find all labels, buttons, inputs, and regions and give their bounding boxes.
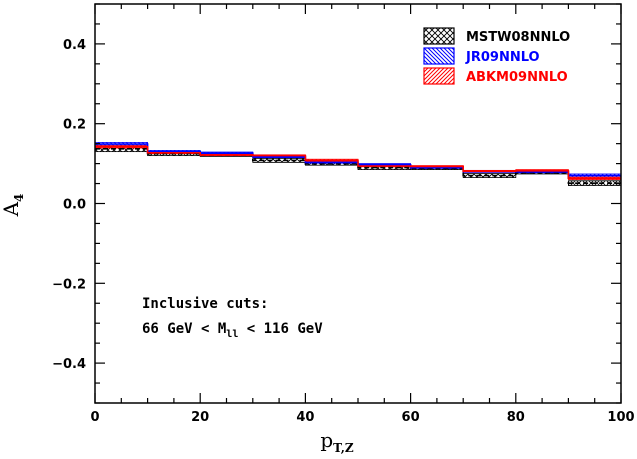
y-tick-label: −0.2 — [52, 277, 86, 292]
plot-frame — [94, 3, 622, 404]
legend-entry-mstw08nnlo: MSTW08NNLO — [423, 27, 570, 45]
legend-swatch — [423, 67, 455, 85]
x-tick-label: 20 — [191, 410, 209, 425]
annotation-line-1: Inclusive cuts: — [142, 296, 268, 312]
legend-swatch — [423, 47, 455, 65]
legend-entry-abkm09nnlo: ABKM09NNLO — [423, 67, 568, 85]
x-tick-label: 80 — [507, 410, 525, 425]
line-abkm09nnlo — [95, 146, 621, 180]
x-tick-label: 60 — [402, 410, 420, 425]
legend: MSTW08NNLO JR09NNLO ABKM09NNLO — [423, 27, 570, 85]
legend-label: ABKM09NNLO — [466, 70, 568, 85]
annotation: Inclusive cuts: 66 GeV < Mll < 116 GeV — [142, 296, 323, 340]
x-axis-title: pT,Z — [320, 428, 354, 455]
line-mstw08nnlo — [95, 148, 621, 184]
axis-ticks — [94, 3, 622, 404]
x-tick-label: 0 — [90, 410, 99, 425]
y-tick-labels: −0.4 −0.2 0.0 0.2 0.4 — [52, 38, 86, 372]
x-tick-label: 100 — [607, 410, 634, 425]
y-tick-label: 0.0 — [63, 198, 86, 213]
legend-entry-jr09nnlo: JR09NNLO — [423, 47, 540, 65]
y-tick-label: 0.2 — [63, 118, 86, 133]
legend-label: MSTW08NNLO — [466, 30, 570, 45]
y-axis-title: A4 — [0, 194, 26, 218]
legend-label: JR09NNLO — [465, 50, 540, 65]
annotation-line-2: 66 GeV < Mll < 116 GeV — [142, 321, 323, 340]
y-tick-label: 0.4 — [63, 38, 86, 53]
x-tick-labels: 0 20 40 60 80 100 — [90, 410, 634, 425]
x-tick-label: 40 — [296, 410, 314, 425]
y-tick-label: −0.4 — [52, 357, 86, 372]
series-lines — [95, 143, 621, 184]
legend-swatch — [423, 27, 455, 45]
